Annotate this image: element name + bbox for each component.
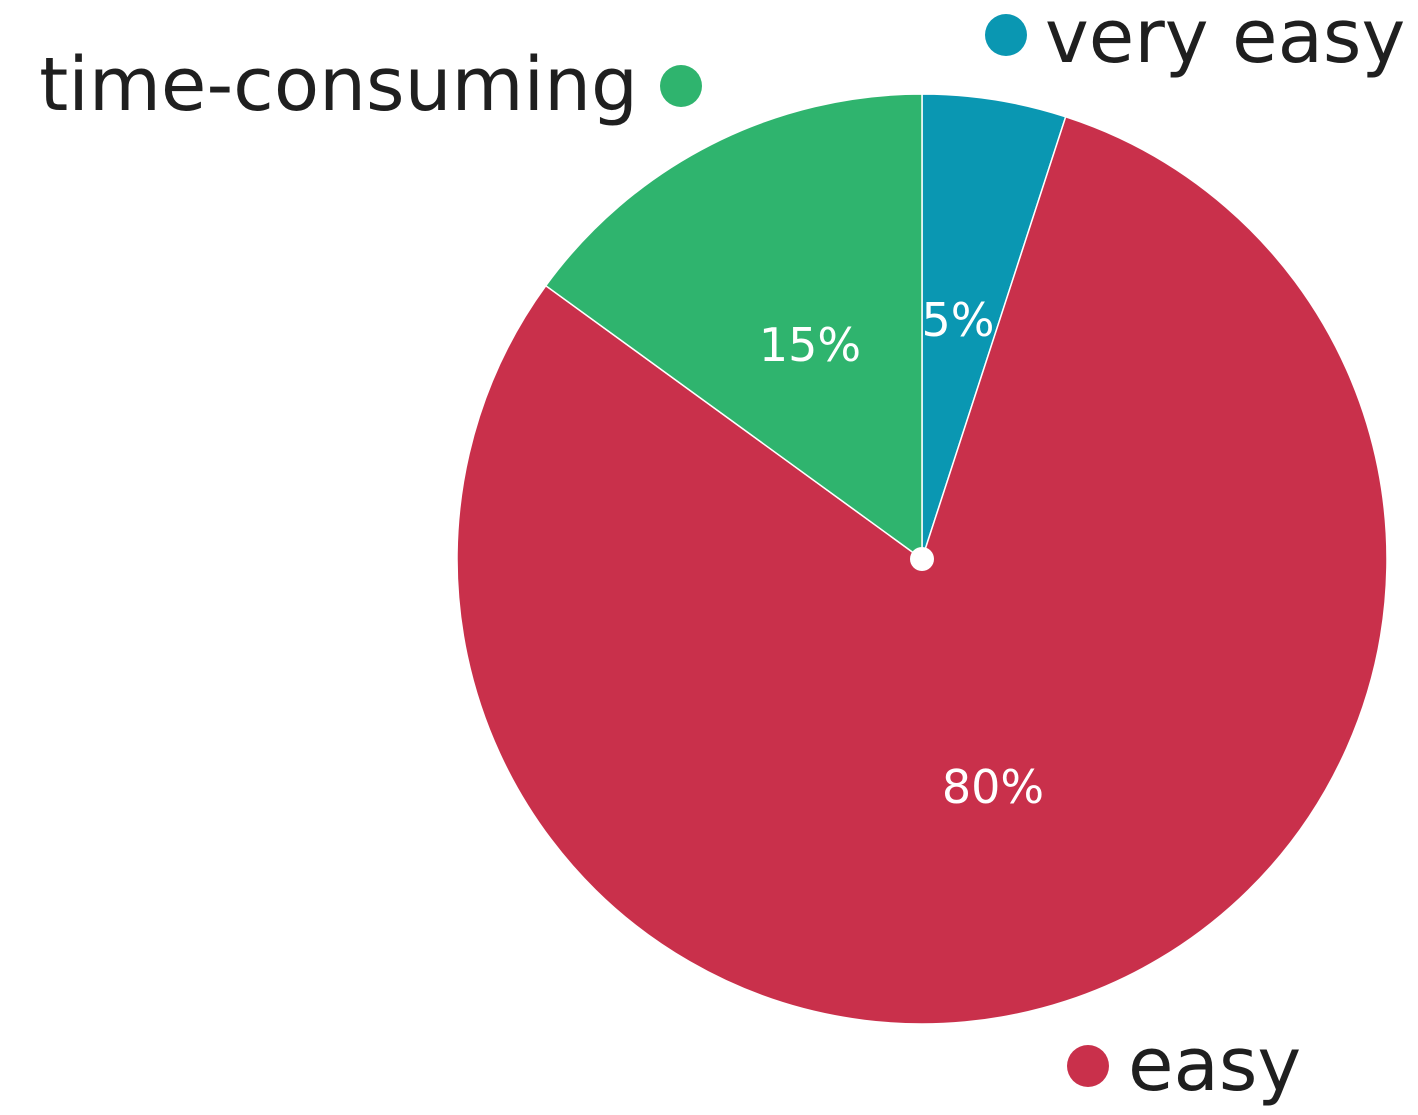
legend-marker-easy — [1067, 1045, 1109, 1087]
legend-marker-very-easy — [985, 14, 1027, 56]
legend-item-time-consuming: time-consuming — [39, 42, 702, 128]
slice-label-time-consuming: 15% — [759, 318, 861, 372]
legend-label-very-easy: very easy — [1045, 0, 1405, 80]
legend-marker-time-consuming — [660, 65, 702, 107]
legend-item-very-easy: very easy — [985, 0, 1405, 80]
legend: very easy time-consuming easy — [39, 0, 1405, 1108]
legend-label-easy: easy — [1128, 1022, 1301, 1108]
legend-item-easy: easy — [1067, 1022, 1301, 1108]
legend-label-time-consuming: time-consuming — [39, 42, 638, 128]
pie-slice-time-consuming — [544, 93, 923, 561]
slice-value-labels: 5% 80% 15% — [759, 293, 1044, 814]
slice-label-very-easy: 5% — [922, 293, 995, 347]
pie-slice-very-easy — [921, 93, 1067, 560]
slice-label-easy: 80% — [942, 760, 1044, 814]
pie-center-dot — [910, 547, 934, 571]
